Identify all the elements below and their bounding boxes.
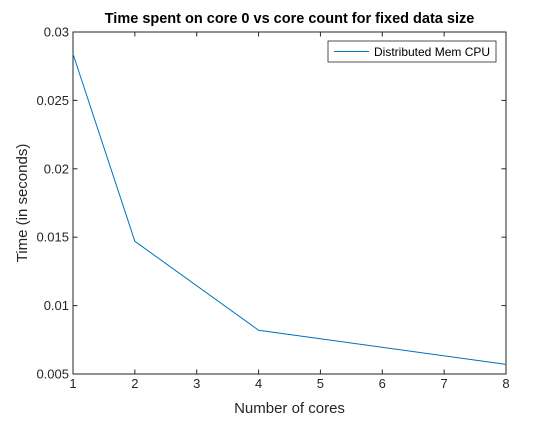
y-tick-label: 0.02 bbox=[44, 161, 69, 176]
x-tick-label: 5 bbox=[317, 376, 324, 391]
plot-area bbox=[73, 32, 506, 374]
x-tick-label: 2 bbox=[131, 376, 138, 391]
x-tick-label: 1 bbox=[69, 376, 76, 391]
y-tick-label: 0.03 bbox=[44, 25, 69, 40]
x-tick-label: 8 bbox=[502, 376, 509, 391]
x-tick-label: 3 bbox=[193, 376, 200, 391]
y-tick-label: 0.01 bbox=[44, 298, 69, 313]
chart-title: Time spent on core 0 vs core count for f… bbox=[105, 11, 475, 27]
y-tick-label: 0.015 bbox=[36, 230, 69, 245]
y-tick-label: 0.025 bbox=[36, 93, 69, 108]
y-axis-label: Time (in seconds) bbox=[14, 144, 31, 263]
legend-label: Distributed Mem CPU bbox=[374, 45, 490, 59]
y-tick-label: 0.005 bbox=[36, 367, 69, 382]
x-axis-label: Number of cores bbox=[234, 400, 345, 417]
x-tick-label: 4 bbox=[255, 376, 262, 391]
x-tick-label: 7 bbox=[441, 376, 448, 391]
legend: Distributed Mem CPU bbox=[328, 41, 496, 62]
x-tick-label: 6 bbox=[379, 376, 386, 391]
